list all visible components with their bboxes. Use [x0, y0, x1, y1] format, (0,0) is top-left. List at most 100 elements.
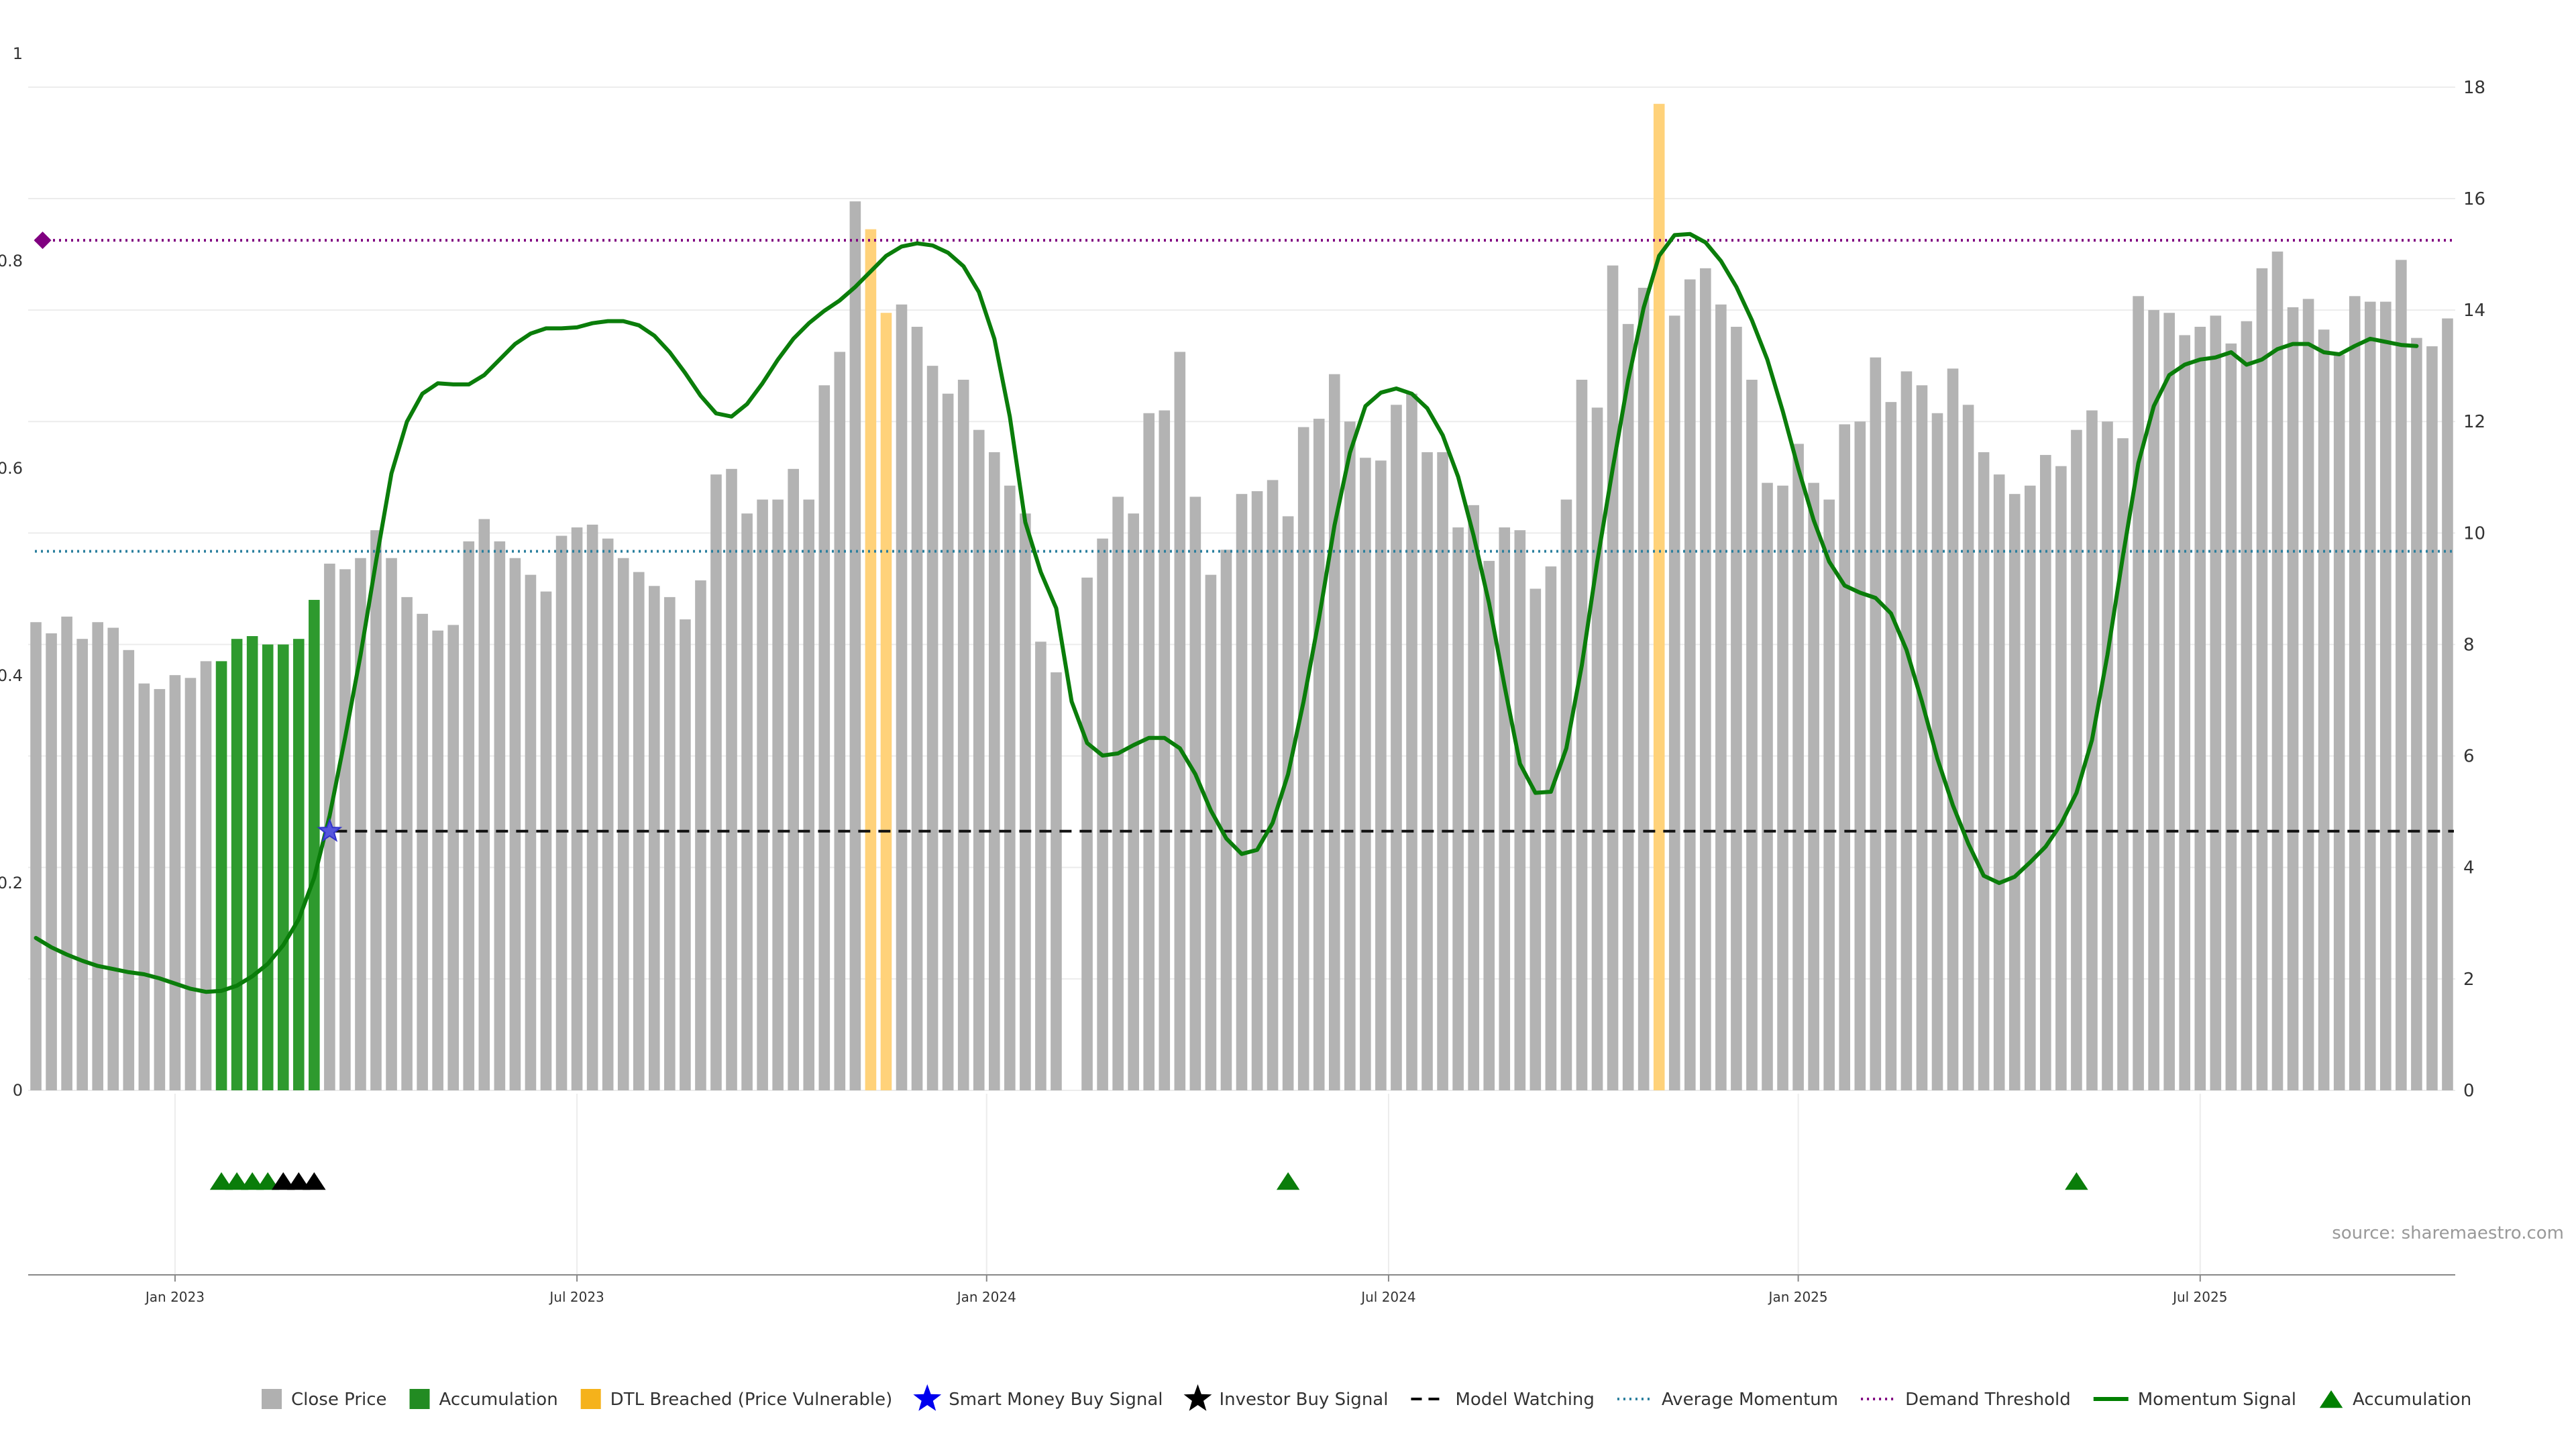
close-price-bar: [757, 499, 768, 1090]
legend-label: Close Price: [291, 1390, 387, 1410]
close-price-bar: [2364, 301, 2376, 1090]
accumulation-bar: [246, 636, 258, 1090]
legend-label: Accumulation: [2353, 1390, 2471, 1410]
legend-item-acc: Accumulation: [409, 1389, 558, 1410]
close-price-bar: [555, 535, 568, 1090]
close-price-bar: [2133, 296, 2144, 1090]
close-price-bar: [602, 538, 614, 1090]
close-price-bar: [2380, 301, 2392, 1090]
right-axis-tick-label: 14: [2463, 301, 2485, 321]
close-price-bar: [463, 541, 475, 1090]
close-price-bar: [1684, 279, 1696, 1091]
close-price-bar: [1576, 379, 1588, 1090]
x-axis-tick-label: Jul 2024: [1360, 1289, 1415, 1305]
left-axis-tick-label: 1: [13, 44, 23, 63]
legend-layer: Close Price Accumulation DTL Breached (Pri…: [262, 1384, 2471, 1411]
right-axis-tick-label: 16: [2463, 189, 2485, 209]
close-price-bar: [2117, 438, 2129, 1090]
close-price-bar: [1962, 405, 1974, 1090]
close-price-bar: [2287, 307, 2299, 1090]
close-price-bar: [2055, 466, 2067, 1090]
right-axis-tick-label: 4: [2463, 858, 2475, 878]
close-price-bar: [1391, 405, 1402, 1090]
close-price-bar: [1452, 527, 1464, 1090]
close-price-bar: [2102, 421, 2113, 1090]
close-price-bar: [169, 675, 181, 1090]
right-axis-tick-label: 12: [2463, 412, 2485, 432]
close-price-bar: [2396, 260, 2407, 1090]
close-price-bar: [46, 633, 57, 1090]
close-price-bar: [355, 558, 366, 1090]
close-price-bar: [1777, 485, 1788, 1090]
left-axis-tick-label: 0.2: [0, 874, 23, 892]
close-price-bar: [695, 580, 706, 1090]
accumulation-bar: [309, 600, 320, 1090]
legend-label: Investor Buy Signal: [1219, 1390, 1388, 1410]
close-price-bar: [1406, 393, 1417, 1090]
close-price-bar: [1870, 357, 1882, 1090]
close-price-bar: [30, 622, 42, 1090]
close-price-bar: [1514, 530, 1526, 1090]
close-price-bar: [1900, 371, 1913, 1090]
legend-label: Accumulation: [439, 1390, 558, 1410]
close-price-bar: [1159, 410, 1171, 1090]
close-price-bar: [2426, 346, 2438, 1091]
right-axis-tick-label: 2: [2463, 970, 2475, 990]
close-price-bar: [741, 513, 753, 1090]
close-price-bar: [957, 379, 969, 1090]
signals-layer: [209, 1172, 2088, 1190]
close-price-bar: [1313, 419, 1325, 1090]
right-axis-tick-label: 10: [2463, 523, 2485, 543]
demand-threshold-marker: [34, 231, 52, 250]
close-price-bar: [200, 661, 212, 1090]
close-price-bar: [911, 327, 923, 1091]
close-price-bar: [1668, 315, 1680, 1091]
legend-item-demand: Demand Threshold: [1861, 1390, 2071, 1410]
close-price-bar: [680, 619, 691, 1090]
accumulation-bar: [292, 639, 305, 1090]
close-price-bar: [509, 558, 521, 1090]
x-axis-tick-label: Jul 2025: [2171, 1289, 2227, 1305]
close-price-bar: [649, 586, 660, 1090]
legend-item-watch: Model Watching: [1411, 1390, 1595, 1410]
smart-money-star-icon: [913, 1384, 942, 1411]
legend-item-avg: Average Momentum: [1617, 1390, 1838, 1410]
x-axis-tick-label: Jan 2025: [1768, 1289, 1828, 1305]
legend-swatch: [409, 1389, 430, 1409]
close-price-bar: [2271, 251, 2284, 1090]
close-price-bar: [447, 625, 460, 1090]
dtl-breached-bar: [880, 313, 892, 1090]
close-price-bar: [1529, 588, 1542, 1090]
close-price-bar: [1591, 407, 1603, 1090]
close-price-bar: [123, 650, 135, 1090]
close-price-bar: [1251, 491, 1263, 1090]
momentum-signal-line: [34, 231, 2419, 994]
accumulation-triangle: [209, 1172, 233, 1190]
close-price-bar: [772, 499, 784, 1090]
bars-layer: [30, 103, 2453, 1091]
legend-label: Momentum Signal: [2138, 1390, 2296, 1410]
close-price-bar: [1607, 265, 1619, 1091]
close-price-bar: [1762, 482, 1773, 1090]
close-price-bar: [1097, 538, 1108, 1090]
right-axis-tick-label: 18: [2463, 78, 2485, 98]
close-price-bar: [2349, 296, 2361, 1090]
close-price-bar: [154, 688, 166, 1090]
close-price-bar: [2179, 335, 2191, 1090]
close-price-bar: [138, 683, 150, 1090]
accumulation-triangle: [240, 1172, 264, 1190]
source-label: source: sharemaestro.com: [2332, 1223, 2564, 1243]
legend-item-close: Close Price: [262, 1389, 387, 1410]
close-price-bar: [2256, 268, 2268, 1091]
close-price-bar: [1823, 499, 1835, 1090]
legend-item-mom: Momentum Signal: [2093, 1390, 2296, 1410]
close-price-bar: [2071, 429, 2082, 1090]
close-price-bar: [1993, 474, 2005, 1090]
close-price-bar: [2194, 327, 2206, 1091]
close-price-bar: [1839, 424, 1851, 1090]
dtl-breached-bar: [865, 229, 877, 1091]
close-price-bar: [1499, 527, 1511, 1090]
legend-label: Average Momentum: [1662, 1390, 1838, 1410]
